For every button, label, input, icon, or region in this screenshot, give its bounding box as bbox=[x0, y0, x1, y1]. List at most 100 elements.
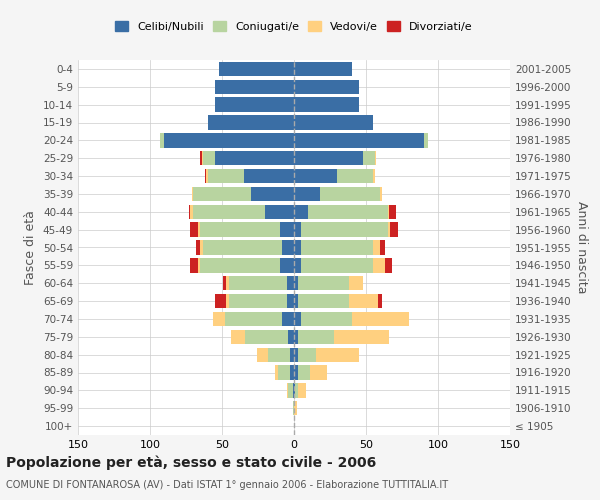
Bar bbox=[352, 312, 409, 326]
Bar bbox=[294, 258, 301, 272]
Bar bbox=[223, 276, 226, 290]
Bar bbox=[190, 222, 197, 237]
Bar bbox=[208, 169, 244, 183]
Bar bbox=[287, 276, 294, 290]
Bar bbox=[294, 222, 301, 237]
Bar bbox=[373, 240, 380, 254]
Bar bbox=[391, 222, 398, 237]
Bar bbox=[197, 222, 200, 237]
Bar bbox=[192, 187, 193, 201]
Bar bbox=[301, 258, 373, 272]
Bar bbox=[251, 187, 294, 201]
Bar bbox=[294, 133, 424, 148]
Bar bbox=[275, 366, 278, 380]
Bar bbox=[298, 276, 349, 290]
Bar bbox=[316, 348, 359, 362]
Bar bbox=[200, 151, 202, 166]
Bar bbox=[215, 80, 294, 94]
Bar bbox=[268, 348, 290, 362]
Bar bbox=[294, 366, 298, 380]
Bar bbox=[215, 151, 294, 166]
Bar bbox=[389, 204, 396, 219]
Bar bbox=[308, 204, 388, 219]
Bar bbox=[294, 240, 301, 254]
Bar bbox=[380, 240, 385, 254]
Bar bbox=[283, 240, 294, 254]
Bar bbox=[206, 169, 208, 183]
Bar bbox=[288, 383, 293, 398]
Bar bbox=[208, 116, 294, 130]
Bar bbox=[294, 348, 298, 362]
Bar bbox=[388, 222, 391, 237]
Bar bbox=[245, 330, 288, 344]
Bar bbox=[265, 204, 294, 219]
Bar bbox=[424, 133, 428, 148]
Bar bbox=[294, 276, 298, 290]
Bar bbox=[298, 366, 310, 380]
Bar bbox=[380, 187, 382, 201]
Bar bbox=[205, 169, 206, 183]
Bar bbox=[226, 276, 229, 290]
Bar bbox=[310, 366, 327, 380]
Y-axis label: Anni di nascita: Anni di nascita bbox=[575, 201, 588, 294]
Bar bbox=[377, 294, 382, 308]
Bar bbox=[294, 312, 301, 326]
Bar bbox=[294, 330, 298, 344]
Bar bbox=[280, 258, 294, 272]
Bar bbox=[294, 151, 363, 166]
Bar bbox=[257, 348, 268, 362]
Bar bbox=[294, 204, 308, 219]
Bar bbox=[203, 240, 283, 254]
Bar bbox=[288, 330, 294, 344]
Bar bbox=[160, 133, 164, 148]
Legend: Celibi/Nubili, Coniugati/e, Vedovi/e, Divorziati/e: Celibi/Nubili, Coniugati/e, Vedovi/e, Di… bbox=[111, 17, 477, 36]
Bar bbox=[244, 169, 294, 183]
Bar bbox=[200, 240, 203, 254]
Bar bbox=[298, 383, 305, 398]
Bar bbox=[196, 240, 200, 254]
Bar bbox=[294, 116, 373, 130]
Bar bbox=[301, 240, 373, 254]
Bar bbox=[230, 330, 245, 344]
Bar bbox=[334, 330, 389, 344]
Bar bbox=[214, 312, 225, 326]
Bar bbox=[298, 348, 316, 362]
Bar bbox=[301, 222, 388, 237]
Bar bbox=[190, 258, 197, 272]
Bar bbox=[215, 294, 226, 308]
Bar bbox=[388, 204, 389, 219]
Bar bbox=[189, 204, 190, 219]
Bar bbox=[225, 312, 283, 326]
Bar bbox=[294, 80, 359, 94]
Bar bbox=[294, 187, 320, 201]
Bar bbox=[293, 401, 294, 415]
Bar bbox=[320, 187, 380, 201]
Bar bbox=[349, 276, 363, 290]
Bar bbox=[229, 276, 287, 290]
Bar bbox=[287, 294, 294, 308]
Bar bbox=[337, 169, 373, 183]
Bar bbox=[203, 151, 215, 166]
Bar bbox=[290, 366, 294, 380]
Y-axis label: Fasce di età: Fasce di età bbox=[25, 210, 37, 285]
Bar bbox=[294, 294, 298, 308]
Bar bbox=[301, 312, 352, 326]
Bar bbox=[190, 204, 193, 219]
Bar bbox=[373, 169, 374, 183]
Bar bbox=[294, 169, 337, 183]
Bar bbox=[294, 98, 359, 112]
Bar bbox=[283, 312, 294, 326]
Bar bbox=[215, 98, 294, 112]
Bar bbox=[298, 294, 349, 308]
Bar bbox=[294, 401, 297, 415]
Bar bbox=[363, 151, 374, 166]
Bar bbox=[294, 62, 352, 76]
Bar bbox=[193, 187, 251, 201]
Bar bbox=[197, 258, 200, 272]
Bar bbox=[280, 222, 294, 237]
Bar bbox=[294, 383, 295, 398]
Bar bbox=[200, 222, 280, 237]
Bar bbox=[373, 258, 385, 272]
Bar bbox=[202, 151, 203, 166]
Bar bbox=[193, 204, 265, 219]
